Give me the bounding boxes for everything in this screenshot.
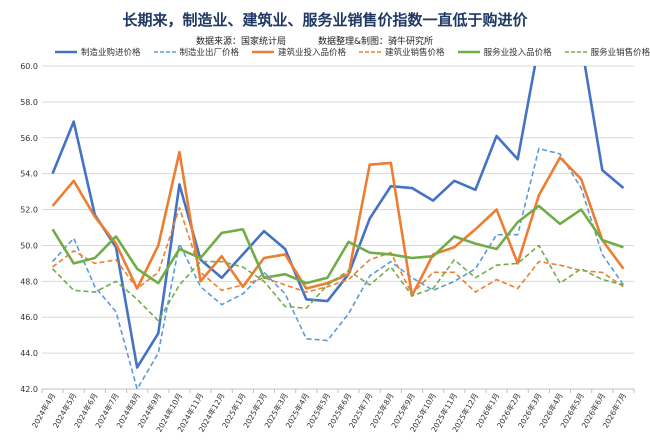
y-tick-label: 42.0 — [20, 385, 38, 394]
legend-label: 服务业销售价格 — [590, 48, 650, 58]
y-tick-label: 46.0 — [20, 313, 38, 322]
legend-swatch — [359, 51, 382, 53]
series-line-1 — [51, 66, 625, 369]
y-tick-label: 54.0 — [20, 170, 38, 179]
legend-swatch — [457, 50, 480, 54]
y-tick-label: 60.0 — [20, 62, 38, 71]
legend-label: 服务业投入品价格 — [483, 48, 552, 58]
legend-swatch — [153, 51, 176, 53]
y-tick-label: 48.0 — [20, 277, 38, 286]
chart-credit: 数据整理&制图：骑牛研究所 — [318, 37, 434, 47]
chart-legend: 制造业购进价格 制造业出厂价格 建筑业投入品价格 建筑业销售价格 服务业投入品价格 服务业… — [55, 44, 650, 60]
y-tick-label: 44.0 — [20, 349, 38, 358]
chart-title: 长期来，制造业、建筑业、服务业销售价指数一直低于购进价 — [122, 11, 528, 29]
legend-swatch — [55, 50, 77, 54]
data-source: 数据来源：国家统计局 — [196, 37, 287, 47]
y-tick-label: 58.0 — [20, 98, 38, 107]
legend-label: 制造业购进价格 — [81, 48, 141, 58]
legend-label: 建筑业投入品价格 — [278, 48, 347, 58]
legend-item-2: 制造业出厂价格 — [153, 46, 240, 58]
series-line-4 — [52, 206, 624, 295]
y-tick-label: 52.0 — [20, 206, 38, 215]
legend-swatch — [252, 50, 275, 54]
legend-swatch — [564, 51, 587, 53]
series-line-2 — [51, 147, 625, 389]
legend-item-3: 建筑业投入品价格 — [252, 46, 346, 58]
plot-area — [51, 66, 625, 389]
legend-label: 建筑业销售价格 — [385, 48, 445, 58]
legend-item-6: 服务业销售价格 — [564, 46, 650, 58]
legend-label: 制造业出厂价格 — [179, 48, 240, 58]
legend-item-1: 制造业购进价格 — [55, 46, 141, 58]
series-line-5 — [51, 204, 624, 285]
legend-item-4: 建筑业销售价格 — [359, 46, 445, 58]
series-line-6 — [51, 244, 624, 322]
y-tick-label: 50.0 — [20, 241, 38, 250]
legend-item-5: 服务业投入品价格 — [457, 46, 552, 58]
y-tick-label: 56.0 — [20, 134, 38, 143]
